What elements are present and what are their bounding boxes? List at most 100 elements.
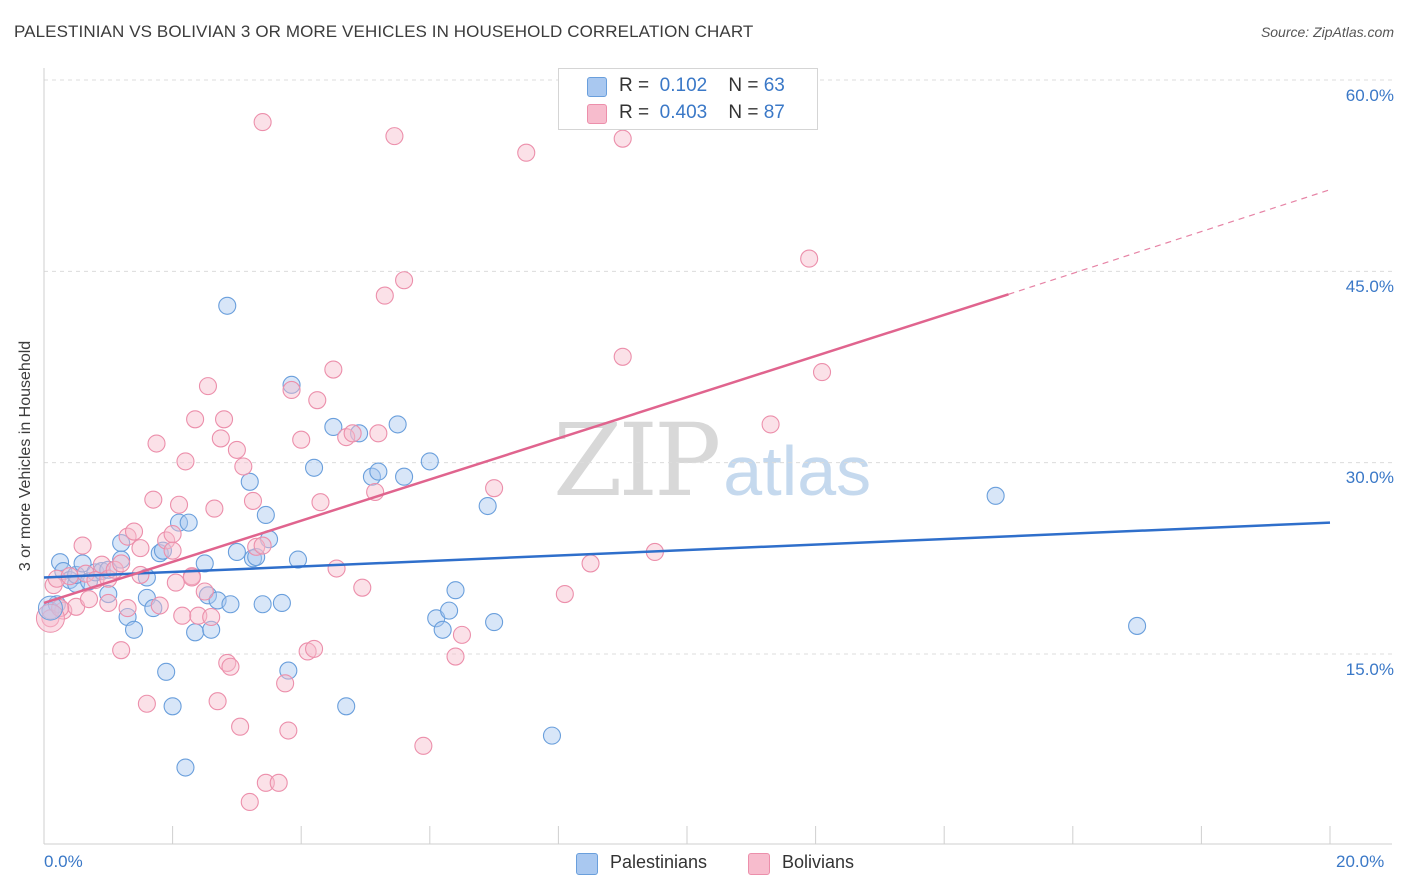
palestinian-point <box>369 462 388 481</box>
palestinian-point <box>388 415 407 434</box>
bolivian-point <box>73 536 92 555</box>
bolivian-point <box>613 347 632 366</box>
bolivian-point <box>247 537 266 556</box>
bolivian-point <box>292 430 311 449</box>
y-tick-label-30: 30.0% <box>1345 468 1394 487</box>
legend-n-value: 87 <box>763 102 785 123</box>
palestinian-point <box>218 296 237 315</box>
palestinian-point <box>337 697 356 716</box>
palestinian-point <box>446 581 465 600</box>
bolivian-point <box>169 495 189 514</box>
palestinian-point <box>240 472 259 491</box>
bolivian-point <box>761 415 780 434</box>
bolivian-point <box>308 391 327 410</box>
bolivian-point <box>517 143 536 162</box>
legend-r-label: R = <box>619 102 650 123</box>
bolivian-point <box>234 457 253 476</box>
palestinian-point <box>195 554 214 573</box>
bolivian-point <box>221 657 240 676</box>
bolivian-point <box>385 127 404 146</box>
legend-r-value: 0.403 <box>659 102 708 123</box>
chart-title: PALESTINIAN VS BOLIVIAN 3 OR MORE VEHICL… <box>14 22 754 41</box>
bolivian-point <box>205 499 224 518</box>
bolivian-point <box>581 554 600 573</box>
palestinian-point <box>179 513 198 532</box>
legend-n-label: N = <box>728 75 759 96</box>
palestinian-point <box>227 542 246 562</box>
bolivian-point <box>305 639 324 658</box>
bolivian-point <box>452 625 472 644</box>
palestinian-point <box>433 620 452 639</box>
bolivian-point <box>198 377 218 396</box>
palestinian-point <box>153 541 173 560</box>
bolivian-point <box>131 539 150 558</box>
bolivian-point <box>240 792 259 812</box>
bolivian-point <box>243 491 263 510</box>
bolivian-point <box>166 573 185 592</box>
bolivian-point <box>282 380 301 400</box>
bolivian-point <box>276 674 295 693</box>
bolivian-point <box>613 129 632 148</box>
palestinian-point <box>324 417 343 437</box>
palestinian-point <box>124 620 144 639</box>
bolivian-point <box>144 490 163 509</box>
bolivian-point <box>176 452 195 471</box>
palestinian-point <box>186 623 205 642</box>
bolivian-point <box>253 536 272 555</box>
bolivian-point <box>137 694 156 713</box>
bolivian-point <box>375 286 394 305</box>
correlation-legend: R = 0.102 N = 63 R = 0.403 N = 87 <box>558 68 818 130</box>
y-tick-label-15: 15.0% <box>1345 660 1394 679</box>
bolivian-point <box>446 647 465 666</box>
bolivian-point <box>485 479 504 498</box>
bolivian-point <box>163 541 182 560</box>
x-tick-label-max: 20.0% <box>1336 852 1385 871</box>
palestinian-point <box>253 595 272 614</box>
bolivian-point <box>555 584 574 604</box>
palestinian-point <box>112 550 131 569</box>
x-tick-label-min: 0.0% <box>44 852 83 871</box>
bolivian-point <box>214 410 234 429</box>
legend-swatch-bolivians <box>587 104 607 124</box>
palestinian-point <box>395 467 414 486</box>
bolivian-point <box>150 596 169 615</box>
palestinian-point <box>440 601 459 620</box>
bolivian-point <box>208 692 227 711</box>
bolivian-point <box>343 424 362 443</box>
bolivian-point <box>353 578 372 597</box>
palestinian-point <box>288 550 308 569</box>
palestinian-point <box>176 758 195 777</box>
bolivian-point <box>76 564 95 583</box>
bolivian-point <box>414 736 433 755</box>
palestinian-point <box>1128 616 1147 635</box>
bolivian-point <box>173 606 192 625</box>
bolivian-point <box>256 773 275 792</box>
palestinian-point <box>478 496 497 516</box>
bottom-swatch-bolivians <box>748 853 770 875</box>
bolivian-point-large <box>35 603 65 633</box>
bolivian-point <box>163 525 182 544</box>
bolivian-point <box>324 360 343 379</box>
bolivian-point <box>202 607 221 627</box>
palestinian-point <box>247 548 266 567</box>
palestinian-point <box>202 620 221 639</box>
bolivian-point <box>812 363 832 382</box>
bolivian-point <box>189 606 208 625</box>
bolivian-point <box>327 559 346 578</box>
bolivian-point <box>279 721 298 740</box>
bolivian-point <box>227 440 246 459</box>
bottom-legend-label: Bolivians <box>782 852 855 872</box>
bolivian-point <box>186 410 205 429</box>
palestinian-point <box>420 452 439 471</box>
legend-r-value: 0.102 <box>659 75 708 96</box>
watermark-atlas: atlas <box>723 432 872 510</box>
bolivian-point <box>211 429 230 448</box>
bolivian-point <box>269 773 288 792</box>
bolivian-point <box>112 641 131 660</box>
bolivian-point <box>118 599 137 618</box>
bolivian-point <box>124 522 144 541</box>
watermark-zip: ZIP <box>553 402 721 519</box>
palestinian-point <box>221 595 240 614</box>
palestinian-point <box>272 593 291 613</box>
bolivian-point <box>395 271 414 290</box>
